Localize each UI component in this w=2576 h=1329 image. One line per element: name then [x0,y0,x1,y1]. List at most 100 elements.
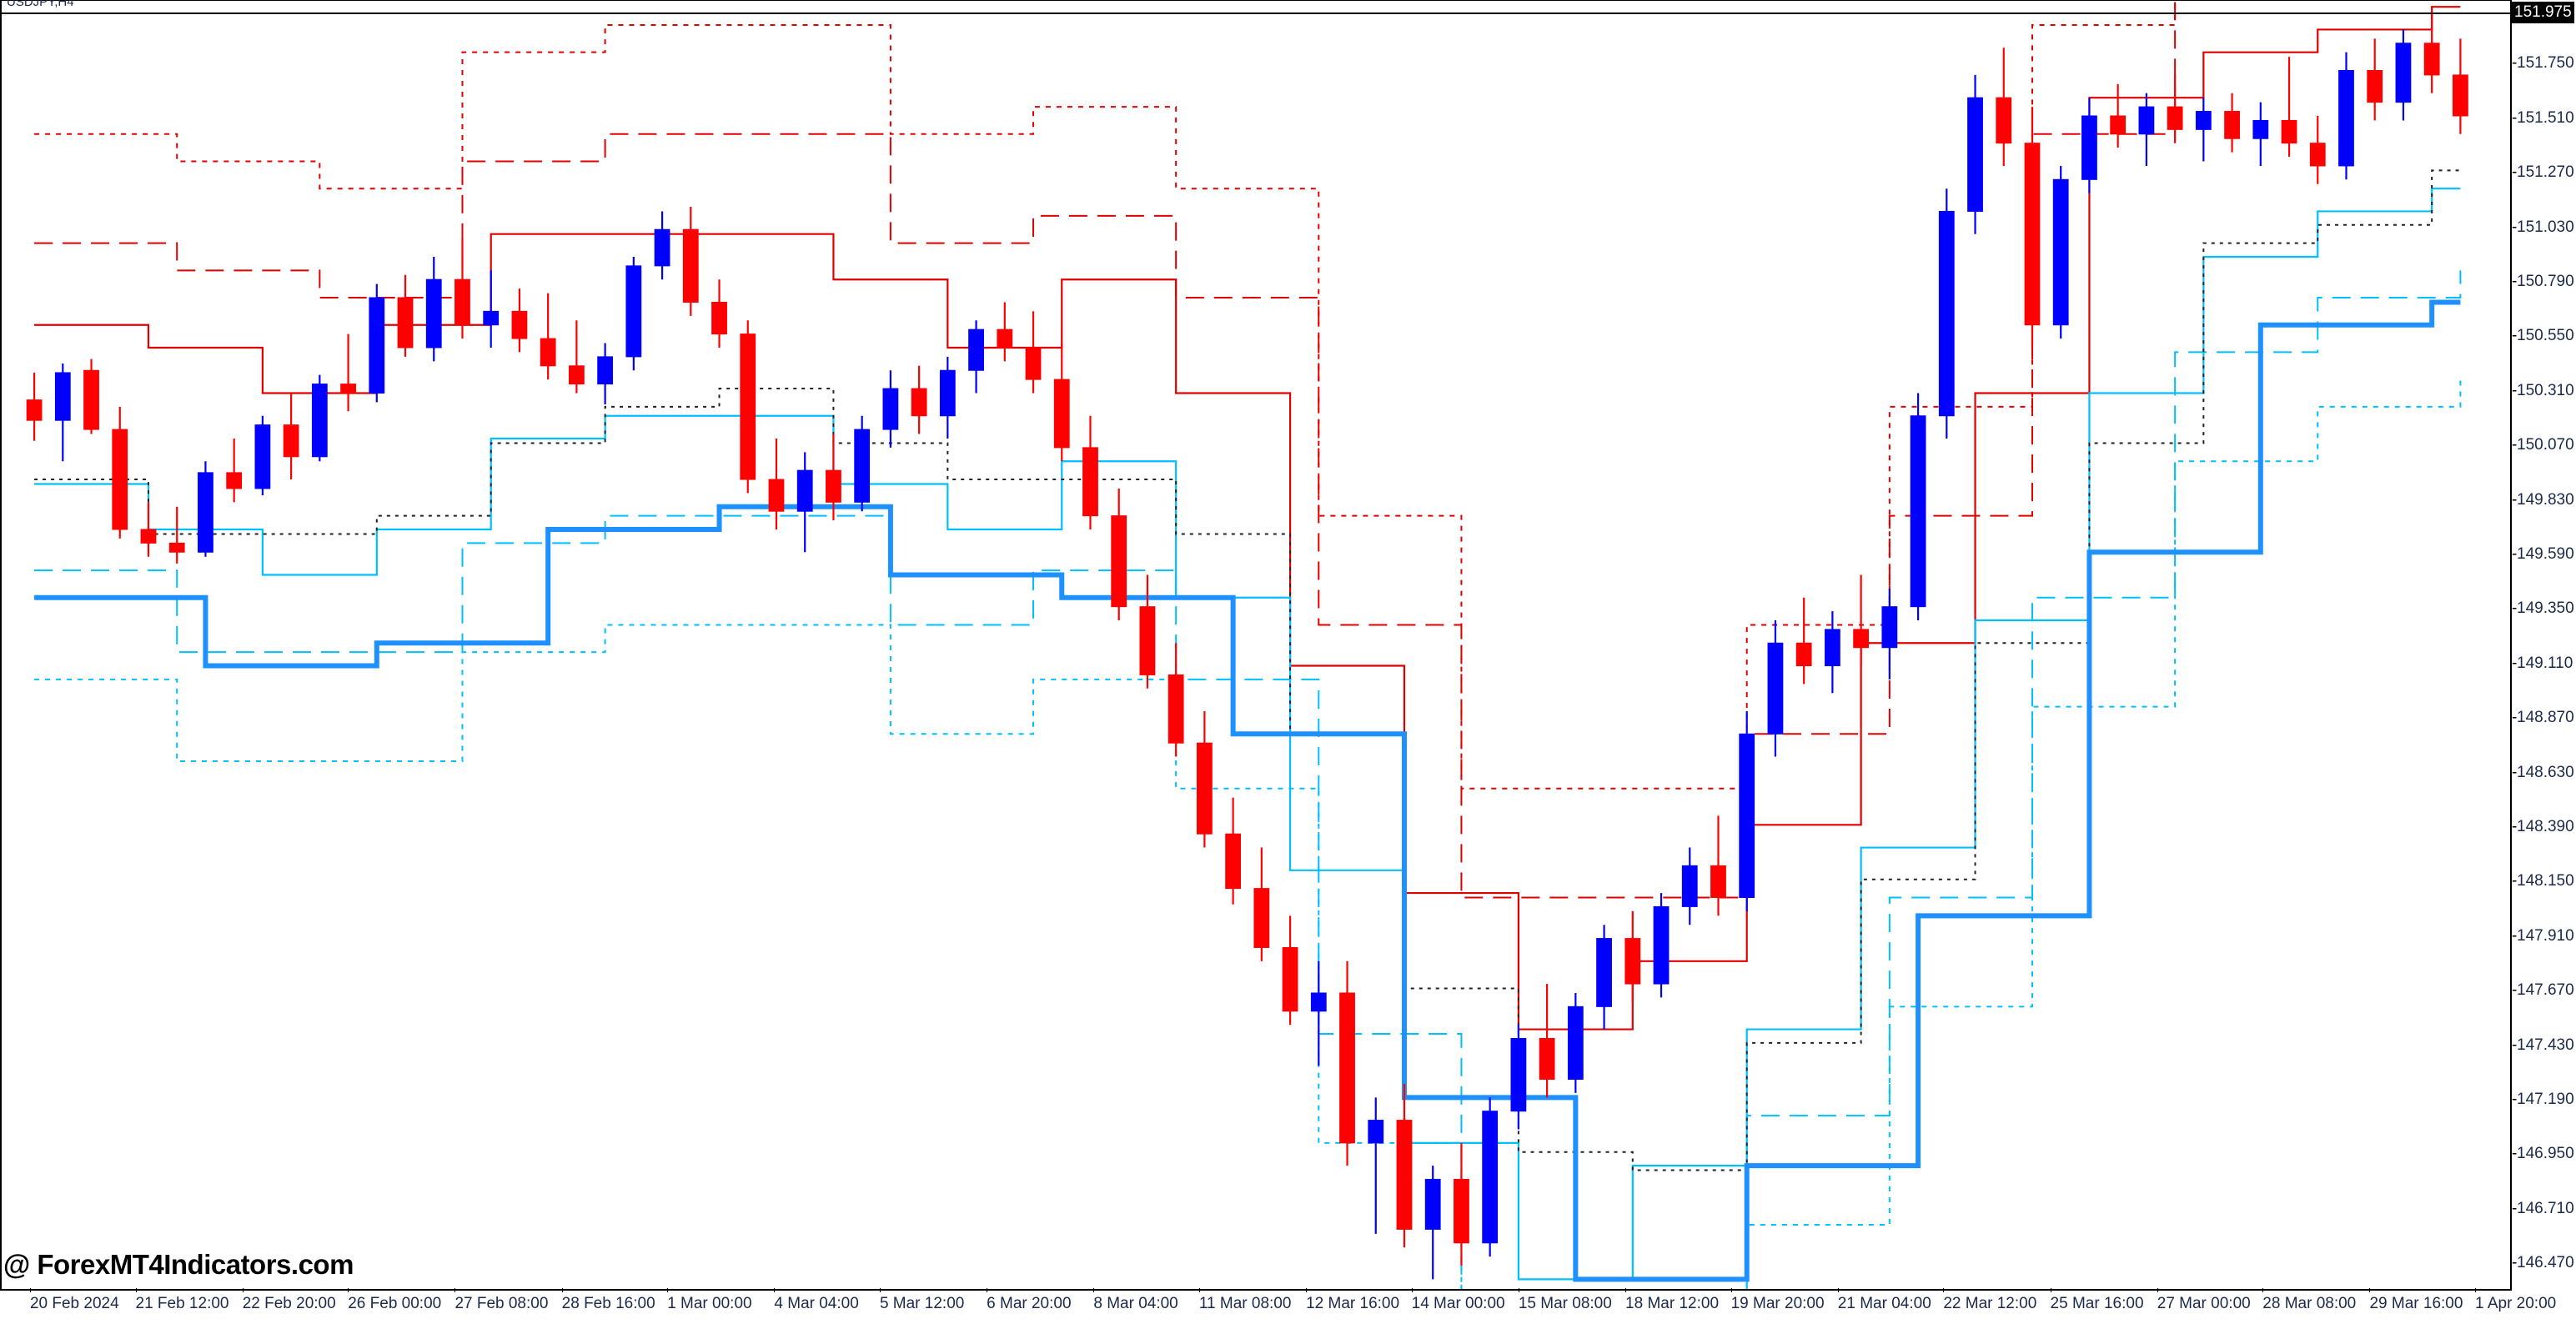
price-tick-mark: - [2512,436,2518,454]
price-tick-text: 149.350 [2517,599,2574,618]
price-tick-label: -148.150 [2512,872,2576,890]
price-tick-text: 150.070 [2517,436,2574,454]
candle-body [1996,97,2012,144]
time-tick-label: 8 Mar 04:00 [1093,1295,1178,1312]
candle-body [597,356,614,385]
candle-body [1624,938,1641,985]
price-tick-text: 150.790 [2517,272,2574,290]
candle-body [1795,642,1812,667]
candle-body [2110,115,2127,135]
chart-plot-area[interactable] [0,0,2512,1291]
candle-body [2452,74,2468,117]
candle-body [540,338,556,367]
plot-top-border [0,0,2512,1]
price-tick-text: 151.750 [2517,54,2574,73]
price-tick-label: -149.830 [2512,490,2576,509]
candle-body [483,310,500,326]
current-price-badge: 151.975 [2512,1,2574,23]
price-tick-mark: - [2512,490,2518,509]
price-tick-label: -150.550 [2512,328,2576,344]
price-tick-text: 147.910 [2517,926,2574,945]
symbol-timeframe-label: USDJPY,H4 [7,0,74,9]
resistance-dashed-mid [34,0,2177,899]
site-watermark: @ ForexMT4Indicators.com [3,1249,354,1280]
price-tick-label: -151.030 [2512,218,2576,236]
price-tick-mark: - [2512,599,2518,618]
time-tick-label: 25 Mar 16:00 [2050,1295,2144,1312]
price-tick-label: -151.270 [2512,163,2576,182]
candle-body [1282,946,1298,1012]
price-tick-text: 151.510 [2517,108,2574,127]
candle-body [740,334,756,480]
candle-body [1539,1037,1555,1081]
candle-body [1967,97,1983,212]
price-tick-label: -149.350 [2512,599,2576,618]
price-tick-label: -146.470 [2512,1254,2576,1272]
price-tick-label: -147.430 [2512,1036,2576,1054]
price-tick-mark: - [2512,926,2518,945]
price-tick-text: 150.550 [2517,327,2574,345]
price-tick-text: 149.110 [2517,654,2573,672]
candle-body [26,399,43,421]
price-tick-text: 146.710 [2517,1199,2574,1217]
candle-body [1396,1120,1413,1230]
candle-body [682,228,699,303]
candle-body [854,429,871,503]
price-tick-text: 151.030 [2517,218,2574,236]
candle-body [1710,865,1726,899]
candle-body [796,469,813,512]
candle-body [2309,143,2326,167]
candle-body [654,228,670,267]
time-tick-label: 27 Feb 08:00 [454,1295,549,1312]
candle-body [1853,629,1870,649]
time-tick-mark [561,1288,563,1292]
price-tick-text: 151.270 [2517,163,2574,182]
price-tick-text: 148.150 [2517,872,2574,890]
time-tick-mark [348,1288,349,1292]
time-tick-label: 1 Mar 00:00 [667,1295,752,1312]
time-tick-label: 12 Mar 16:00 [1306,1295,1400,1312]
time-tick-mark [774,1288,776,1292]
price-tick-mark: - [2512,654,2518,672]
price-tick-mark: - [2512,163,2518,182]
candle-body [1025,347,1042,380]
price-tick-text: 147.430 [2517,1036,2574,1054]
candle-body [140,529,157,544]
price-tick-text: 146.470 [2517,1254,2574,1272]
plot-left-border [0,0,2,1291]
time-tick-label: 21 Mar 04:00 [1837,1295,1931,1312]
candle-body [768,479,785,512]
price-tick-text: 149.590 [2517,544,2574,563]
time-axis[interactable]: 20 Feb 2024 21 Feb 12:00 22 Feb 20:00 26 Fe… [0,1288,2576,1329]
candle-body [1225,833,1242,890]
candle-body [1111,515,1127,608]
price-tick-label: -149.590 [2512,544,2576,563]
price-tick-mark: - [2512,981,2518,1000]
candle-body [1339,992,1355,1144]
time-tick-label: 22 Mar 12:00 [1943,1295,2037,1312]
candle-body [2195,111,2212,130]
candle-body [2167,106,2183,130]
candle-body [711,301,727,335]
price-tick-label: -150.790 [2512,272,2576,290]
time-tick-label: 11 Mar 08:00 [1198,1295,1292,1312]
price-tick-text: 148.630 [2517,763,2574,781]
candle-body [340,384,356,394]
candle-body [1253,888,1270,948]
candle-body [1567,1006,1584,1081]
candle-body [397,297,414,349]
price-axis[interactable]: -151.750 -151.510 -151.270 -151.030 -150.790… [2512,0,2576,1291]
price-tick-mark: - [2512,1036,2518,1054]
price-tick-label: -148.630 [2512,765,2576,780]
price-tick-label: -150.070 [2512,436,2576,454]
time-tick-mark [135,1288,137,1292]
price-tick-label: -146.950 [2512,1146,2576,1161]
time-tick-label: 21 Feb 12:00 [135,1295,229,1312]
candle-body [1938,210,1955,417]
support-solid-inner [34,188,2461,1281]
candle-body [997,328,1013,349]
candle-body [2224,111,2240,139]
time-tick-mark [1730,1288,1732,1292]
candle-body [939,369,956,417]
